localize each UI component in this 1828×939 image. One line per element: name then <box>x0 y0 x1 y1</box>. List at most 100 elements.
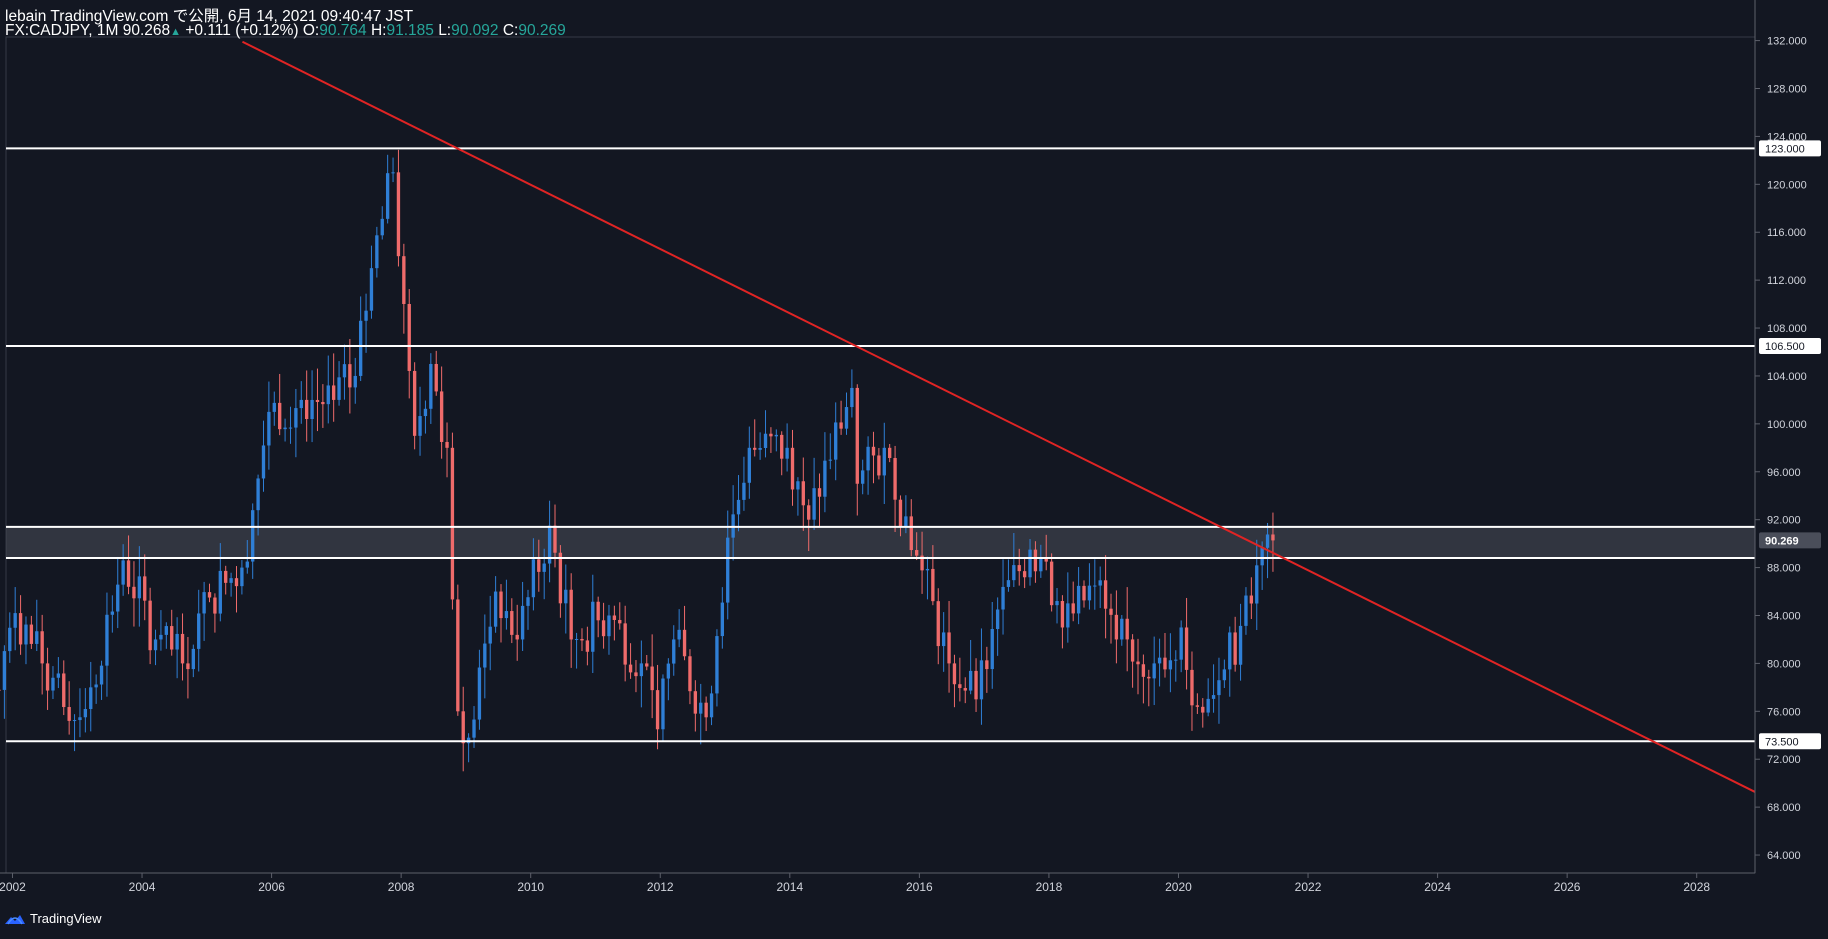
up-arrow-icon: ▲ <box>170 26 182 38</box>
candle-body <box>985 660 989 670</box>
candle-body <box>855 387 859 484</box>
candle-body <box>655 690 660 730</box>
candle-body <box>1120 618 1124 640</box>
candle-body <box>483 643 487 668</box>
candle-body <box>1168 660 1173 670</box>
x-tick-label: 2010 <box>517 880 544 894</box>
y-tick-label: 68.000 <box>1767 802 1801 814</box>
candle-body <box>369 268 374 311</box>
candle-body <box>747 447 751 483</box>
x-tick-label: 2018 <box>1036 880 1063 894</box>
candle-body <box>531 559 536 598</box>
candle-body <box>553 525 557 553</box>
candle-body <box>396 172 401 257</box>
candle-body <box>542 563 546 572</box>
candle-body <box>569 589 573 640</box>
candle-body <box>1190 669 1194 706</box>
candle-body <box>294 408 298 428</box>
candle-body <box>488 626 492 644</box>
y-tick-label: 108.000 <box>1767 323 1807 335</box>
level-price-tag <box>1759 733 1821 750</box>
candle-body <box>801 481 805 506</box>
candle-body <box>445 441 449 448</box>
candle-body <box>990 629 994 670</box>
candle-body <box>434 363 438 392</box>
candle-body <box>402 256 406 304</box>
candle-body <box>89 687 93 710</box>
candle-body <box>823 460 827 497</box>
high-value: 91.185 <box>386 22 434 39</box>
candle-body <box>952 663 957 685</box>
candle-body <box>1098 580 1102 586</box>
candle-body <box>418 416 422 436</box>
candle-body <box>1017 565 1021 572</box>
candle-body <box>18 613 23 645</box>
y-tick-label: 84.000 <box>1767 610 1801 622</box>
candle-body <box>558 552 563 604</box>
candle-body <box>153 639 158 651</box>
horizontal-levels[interactable] <box>6 147 1755 743</box>
candle-body <box>1174 659 1178 661</box>
candle-body <box>321 401 325 405</box>
candle-body <box>520 605 525 640</box>
candle-body <box>197 613 201 649</box>
symbol-interval[interactable]: FX:CADJPY, 1M <box>5 22 119 39</box>
candle-body <box>1179 627 1183 660</box>
candle-body <box>1217 680 1221 696</box>
candle-body <box>1109 608 1113 615</box>
candle-body <box>526 597 530 606</box>
candle-body <box>110 611 115 615</box>
tradingview-brand[interactable]: TradingView <box>4 911 102 926</box>
candle-body <box>839 422 843 429</box>
x-tick-label: 2002 <box>0 880 26 894</box>
candle-body <box>1130 639 1135 662</box>
candle-body <box>650 666 654 691</box>
candle-body <box>337 377 341 400</box>
candle-body <box>790 447 795 490</box>
candle-body <box>758 447 762 450</box>
candle-body <box>353 375 357 388</box>
candle-body <box>909 516 913 551</box>
x-tick-label: 2026 <box>1554 880 1581 894</box>
candle-body <box>596 601 600 621</box>
candle-body <box>861 470 865 484</box>
candle-body <box>898 499 903 527</box>
candle-body <box>1249 595 1254 604</box>
candle-body <box>364 310 368 321</box>
candle-body <box>774 434 778 437</box>
candle-body <box>143 576 147 601</box>
symbol-legend[interactable]: FX:CADJPY, 1M 90.268▲ +0.111 (+0.12%) O:… <box>5 22 566 40</box>
candle-body <box>288 427 293 429</box>
candle-body <box>871 446 876 456</box>
y-tick-label: 88.000 <box>1767 563 1801 575</box>
candle-body <box>24 624 28 645</box>
candle-body <box>1271 534 1275 541</box>
candle-body <box>180 633 185 664</box>
candle-body <box>105 614 109 666</box>
candle-body <box>1195 705 1200 707</box>
candle-body <box>1055 601 1059 606</box>
candle-body <box>148 600 152 651</box>
candle-body <box>121 560 125 585</box>
candle-body <box>720 602 725 637</box>
candle-body <box>1022 571 1027 578</box>
candle-body <box>1093 585 1097 587</box>
candle-body <box>677 629 681 640</box>
candle-body <box>240 567 244 587</box>
candle-body <box>882 447 886 476</box>
candle-body <box>1141 664 1146 677</box>
candle-body <box>709 693 714 718</box>
price-change: +0.111 (+0.12%) <box>185 22 299 39</box>
trendline[interactable] <box>241 40 1756 793</box>
plot-frame <box>5 36 1756 874</box>
candle-body <box>29 624 34 644</box>
y-tick-label: 116.000 <box>1767 227 1806 239</box>
candle-body <box>736 499 741 515</box>
candle-body <box>461 711 465 744</box>
candle-body <box>974 670 978 700</box>
last-price-label: 90.269 <box>1765 535 1799 547</box>
candle-body <box>753 447 757 450</box>
candle-body <box>682 629 687 657</box>
candle-body <box>585 640 590 652</box>
